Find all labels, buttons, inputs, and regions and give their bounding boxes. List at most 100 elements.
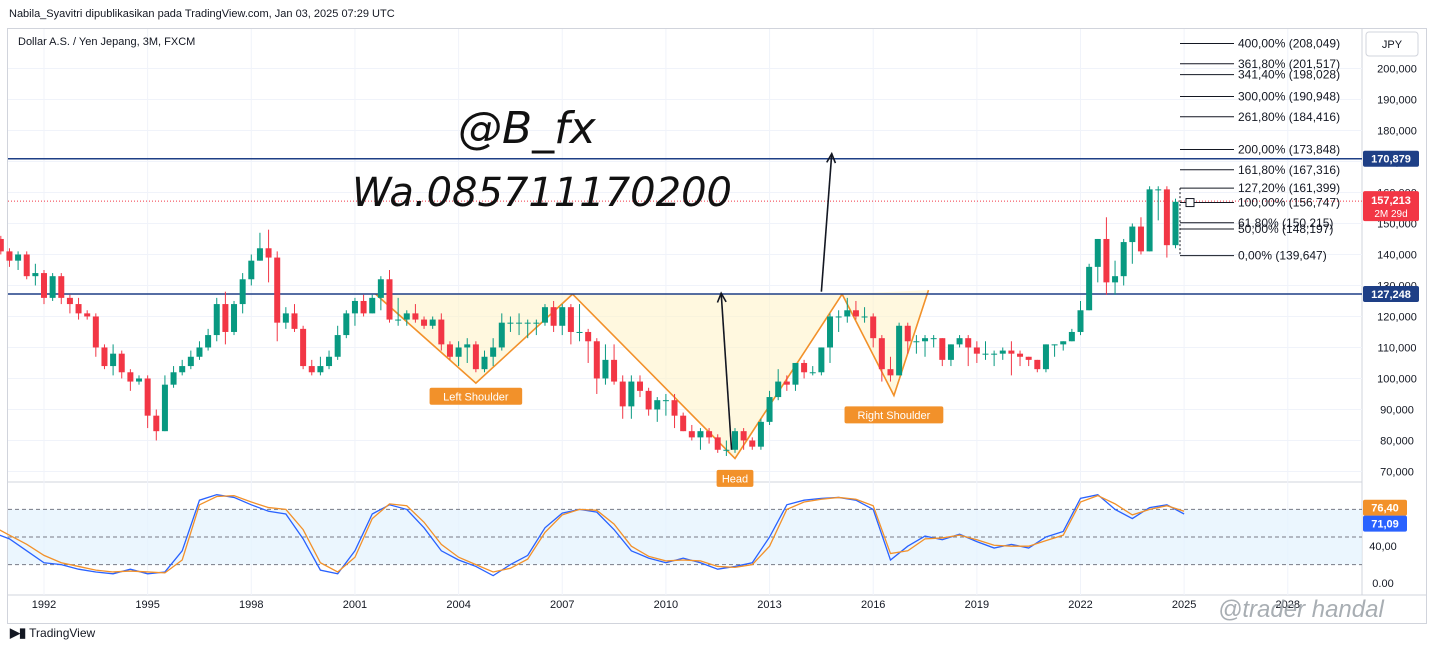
candle	[49, 273, 56, 301]
candle-body	[654, 400, 661, 410]
candle	[377, 276, 384, 311]
candle-body	[282, 313, 289, 323]
candle-body	[377, 279, 384, 298]
price-tick-label: 180,000	[1377, 125, 1417, 137]
fib-level-label: 61,80% (150,215)	[1238, 216, 1333, 230]
candle-body	[688, 431, 695, 438]
candle	[706, 428, 713, 444]
level-price-tag: 127,248	[1363, 286, 1419, 302]
time-tick-label: 2013	[757, 599, 781, 611]
candle-body	[49, 276, 56, 298]
candle	[1086, 263, 1093, 311]
candle-body	[749, 440, 756, 447]
time-tick-label: 2019	[965, 599, 989, 611]
candle-body	[58, 276, 65, 298]
candle-body	[922, 338, 929, 342]
candle	[1146, 186, 1153, 252]
stoch-value-tag-bg	[1363, 499, 1407, 516]
candle-body	[179, 366, 186, 373]
candle	[170, 366, 177, 388]
candle-body	[291, 313, 298, 329]
candle-body	[1077, 310, 1084, 332]
candle	[973, 341, 980, 363]
candle-body	[326, 356, 333, 367]
price-tick-label: 120,000	[1377, 311, 1417, 323]
candle	[161, 375, 168, 432]
candle	[395, 297, 402, 326]
candle-body	[1129, 226, 1136, 243]
candle	[861, 307, 868, 323]
head-label: Head	[716, 469, 754, 487]
candle	[982, 341, 989, 360]
candle-body	[248, 260, 255, 280]
current-price-tag: 157,213 2M 29d	[1363, 191, 1419, 222]
candle	[662, 393, 669, 416]
level-price-tag: 170,879	[1363, 150, 1419, 167]
fib-level-label: 361,80% (201,517)	[1238, 57, 1340, 71]
candle	[783, 375, 790, 391]
candle	[947, 344, 954, 367]
candle-body	[1008, 350, 1015, 354]
candle-body	[697, 431, 704, 438]
candle	[213, 297, 220, 342]
candle-body	[395, 319, 402, 321]
candle	[136, 375, 143, 385]
candle	[6, 248, 13, 267]
currency-button[interactable]: JPY	[1365, 31, 1419, 57]
candle	[317, 356, 324, 376]
candle	[343, 310, 350, 339]
attribution-text: Nabila_Syavitri dipublikasikan pada Trad…	[9, 8, 395, 20]
price-tick-label: 200,000	[1377, 63, 1417, 75]
candle	[265, 229, 272, 283]
candle	[827, 313, 834, 363]
candle	[1060, 341, 1067, 351]
candle-body	[274, 257, 281, 323]
candle-body	[757, 421, 764, 447]
candle-body	[999, 350, 1006, 354]
candle-body	[256, 248, 263, 261]
candle	[308, 359, 315, 376]
candle	[878, 335, 885, 382]
time-tick-label: 2016	[861, 599, 885, 611]
candle	[870, 313, 877, 348]
candle	[118, 350, 125, 379]
candle-body	[611, 359, 618, 382]
fib-handle[interactable]	[1185, 198, 1195, 208]
tradingview-brand[interactable]: ▶▮ TradingView	[10, 625, 95, 641]
level-price-tag-bg	[1363, 150, 1419, 167]
candle-body	[300, 328, 307, 367]
candle	[369, 294, 376, 314]
candle-body	[455, 347, 462, 357]
candle	[187, 350, 194, 370]
candle-body	[904, 325, 911, 342]
candle-body	[438, 319, 445, 345]
stoch-value-tag: 71,09	[1363, 515, 1407, 532]
candle	[749, 437, 756, 450]
price-tick-label: 90,000	[1380, 404, 1414, 416]
candle-body	[844, 310, 851, 317]
candle	[680, 412, 687, 432]
time-tick-label: 2010	[654, 599, 678, 611]
candle	[1137, 217, 1144, 255]
fib-level-label: 200,00% (173,848)	[1238, 143, 1340, 157]
candle	[291, 304, 298, 332]
candle-body	[1172, 201, 1179, 246]
candle	[455, 341, 462, 367]
candle-body	[956, 338, 963, 345]
horizontal-levels[interactable]	[8, 157, 1362, 295]
candle	[490, 338, 497, 367]
candle-body	[567, 307, 574, 332]
candle	[585, 328, 592, 363]
candle	[654, 397, 661, 422]
head-label-box	[716, 469, 754, 487]
candle	[0, 235, 4, 255]
candle-body	[351, 300, 358, 314]
candle	[688, 424, 695, 441]
candle	[1025, 356, 1032, 367]
candle	[792, 362, 799, 391]
candle-body	[671, 400, 678, 416]
candle-body	[991, 353, 998, 355]
stoch-value-tag-text: 76,40	[1371, 503, 1399, 515]
fibonacci-extension[interactable]: 400,00% (208,049) 361,80% (201,517)341,40…	[1179, 37, 1340, 263]
